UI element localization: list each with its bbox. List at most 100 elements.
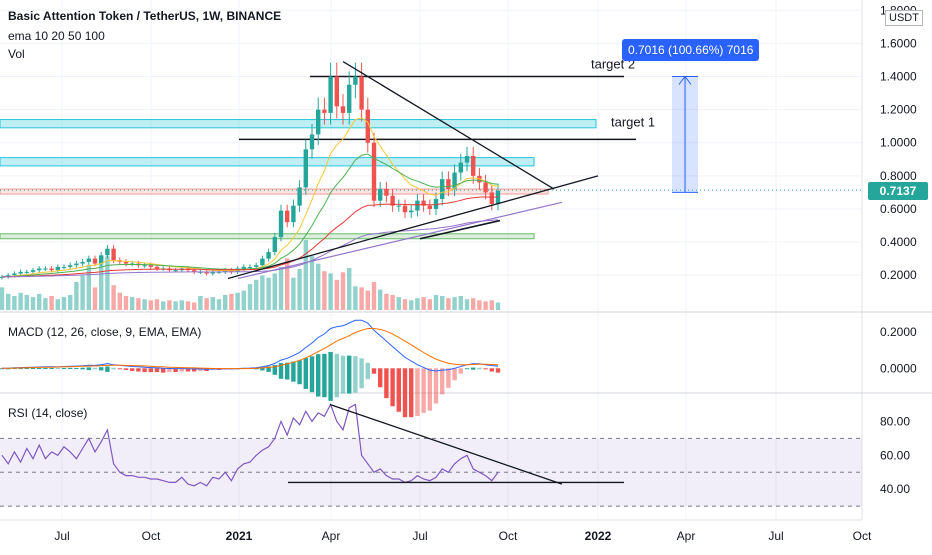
macd-histogram-bar [415,368,420,417]
volume-bar [167,300,172,310]
volume-bar [86,264,91,310]
resistance-zone [0,119,597,129]
x-tick-label: Jul [768,529,783,543]
chart-title: Basic Attention Token / TetherUS, 1W, BI… [8,9,282,23]
volume-bar [185,301,191,310]
volume-bar [427,299,432,310]
volume-bar [6,293,11,310]
rsi-label[interactable]: RSI (14, close) [8,406,88,420]
candle-body [148,265,153,267]
candle-body [446,179,451,190]
current-price-tag: 0.7137 [868,182,928,200]
volume-bar [477,300,482,310]
macd-histogram-bar [303,357,308,389]
candle-body [291,205,296,223]
macd-histogram-bar [61,367,67,370]
currency-button[interactable]: USDT [885,10,923,26]
macd-label[interactable]: MACD (12, 26, close, 9, EMA, EMA) [8,325,202,339]
rsi-line [1,403,499,487]
macd-histogram-bar [92,367,98,370]
support-zone [0,233,535,240]
candle-body [0,276,5,278]
volume-bar [359,287,364,310]
candle-body [55,266,60,271]
candle-body [6,275,11,277]
candle-body [334,76,339,107]
volume-bar [161,301,166,310]
macd-histogram-bar [297,360,302,385]
candle-body [285,210,290,223]
candle-body [142,265,147,267]
macd-histogram-bar [446,368,451,388]
candle-body [99,255,104,264]
volume-bar [371,282,377,310]
volume-bar [30,297,36,310]
macd-histogram-bar [440,368,445,395]
macd-histogram-bar [458,368,463,374]
volume-bar [285,258,290,310]
y-tick-label: 0.2000 [880,268,917,282]
macd-histogram-bar [365,362,370,380]
volume-bar [24,294,29,310]
macd-histogram-bar [24,367,29,370]
volume-bar [136,298,141,310]
volume-bar [303,240,308,310]
macd-histogram-bar [483,368,488,370]
volume-bar [80,275,85,310]
y-tick-label: 1.6000 [880,36,917,50]
rsi-y-tick-label: 60.00 [880,448,910,462]
volume-bar [347,268,352,310]
volume-bar [12,296,17,310]
ema-line [2,196,499,278]
candle-body [427,205,432,209]
volume-bar [210,297,215,310]
volume-bar [192,302,197,310]
x-tick-label: Oct [853,529,872,543]
macd-histogram-bar [123,368,129,370]
macd-histogram-bar [378,368,383,388]
volume-bar [154,299,160,310]
candle-body [12,273,17,276]
volume-bar [229,293,234,310]
macd-histogram-bar [402,368,408,418]
volume-bar [316,263,321,310]
volume-label[interactable]: Vol [8,47,25,61]
macd-histogram-bar [99,367,104,371]
candle-body [328,76,333,113]
candle-body [340,106,346,113]
candle-body [471,155,476,176]
volume-bar [198,296,203,310]
volume-bar [278,266,284,310]
candle-body [260,258,265,266]
candle-body [483,182,488,193]
volume-bar [179,300,184,310]
macd-histogram-bar [471,367,476,370]
macd-histogram-bar [30,367,36,370]
candle-body [278,210,284,238]
macd-histogram-bar [266,366,271,372]
candle-body [464,155,470,163]
macd-histogram-bar [347,355,352,394]
macd-histogram-bar [74,367,79,370]
volume-bar [216,299,222,310]
x-tick-label: Apr [677,529,696,543]
candle-body [105,248,110,256]
candle-body [409,210,414,213]
macd-histogram-bar [43,367,48,370]
candle-body [254,265,259,267]
volume-bar [173,301,178,310]
volume-bar [272,273,277,310]
macd-histogram-bar [179,368,184,372]
candle-body [43,268,48,270]
volume-bar [260,275,265,310]
candle-body [316,109,321,135]
ema-indicator-label[interactable]: ema 10 20 50 100 [8,29,105,43]
volume-bar [495,302,501,310]
volume-bar [291,277,296,310]
candle-body [210,271,215,274]
ascending-trendline [227,175,599,280]
volume-bar [266,277,271,310]
volume-bar [489,300,494,310]
x-tick-label: Oct [142,529,161,543]
